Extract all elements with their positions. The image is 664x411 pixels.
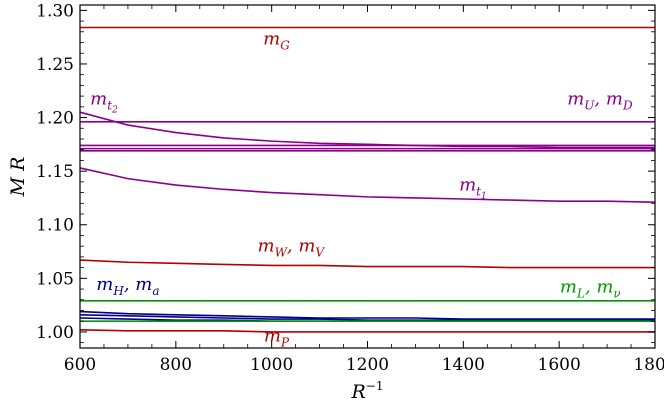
curve-label-mWV: mW, mV	[257, 236, 325, 260]
curve-label-mHa: mH, ma	[96, 274, 159, 298]
x-tick-label: 800	[160, 355, 192, 375]
series-3-line	[79, 111, 655, 149]
y-tick-label: 1.30	[36, 1, 74, 21]
series-11-line	[79, 313, 655, 321]
curve-label-mt1: mt1	[459, 174, 487, 201]
curve-label-mG: mG	[263, 29, 290, 53]
x-tick-label: 1200	[346, 355, 389, 375]
series-8-line	[79, 259, 655, 269]
y-tick-label: 1.00	[36, 323, 74, 343]
x-tick-label: 1000	[250, 355, 293, 375]
y-axis-title: M R	[7, 157, 29, 198]
curve-label-mP: mP	[264, 326, 290, 350]
y-tick-label: 1.10	[36, 216, 74, 236]
series-14-line	[79, 328, 655, 333]
curve-label-mt2: mt2	[90, 89, 118, 116]
x-tick-label: 1400	[442, 355, 485, 375]
x-axis-title: R−1	[350, 379, 383, 403]
y-tick-label: 1.25	[36, 55, 74, 75]
series-7-line	[79, 167, 656, 204]
x-tick-label: 1600	[538, 355, 581, 375]
series-10-line	[79, 310, 655, 320]
x-tick-label: 600	[64, 355, 96, 375]
curves-layer	[79, 26, 656, 333]
curve-label-mLnu: mL, mν	[560, 276, 621, 300]
curve-labels-layer: mG mt2 mU, mD mt1 mW, mV mH, ma mL, mν mP	[90, 29, 633, 350]
x-tick-label: 1800	[633, 355, 664, 375]
curve-label-mUD: mU, mD	[567, 89, 633, 113]
y-tick-label: 1.20	[36, 109, 74, 129]
y-tick-label: 1.05	[36, 269, 74, 289]
axes-layer: 600 800 1000 1200 1400 1600 1800 1.00 1.05 1.10 1.…	[7, 1, 664, 403]
y-tick-label: 1.15	[36, 162, 74, 182]
